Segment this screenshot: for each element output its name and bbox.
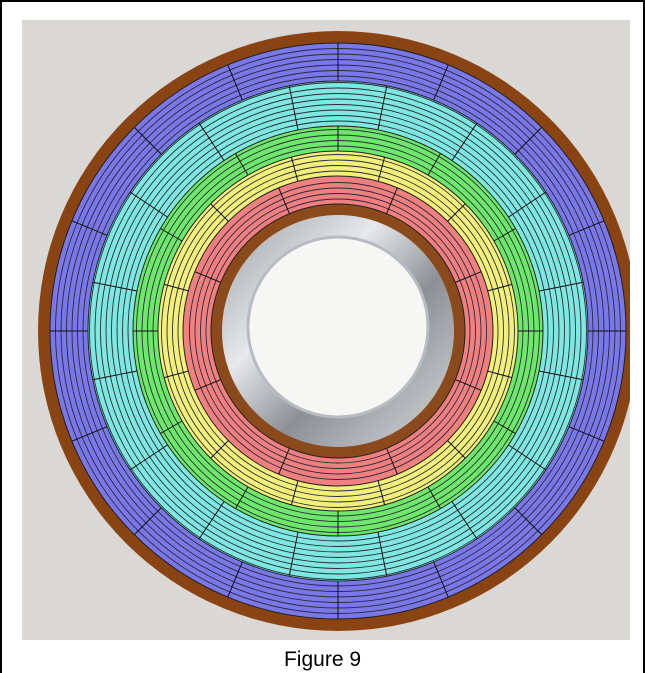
disk-image: [22, 20, 630, 640]
spindle-hole: [248, 237, 428, 417]
disk: [38, 31, 630, 631]
caption: Figure 9: [2, 648, 643, 672]
figure-frame: Figure 9: [0, 0, 645, 673]
